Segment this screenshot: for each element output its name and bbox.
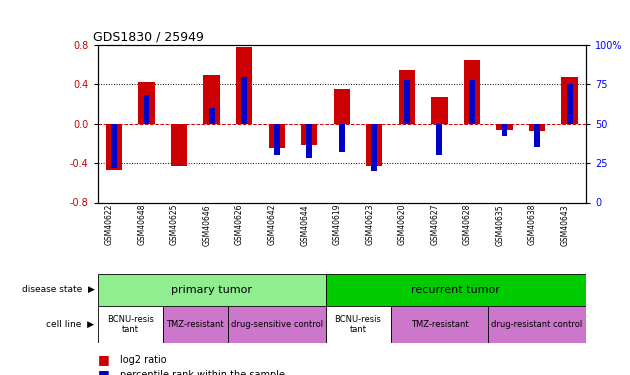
Bar	[366, 124, 382, 166]
Text: BCNU-resis
tant: BCNU-resis tant	[335, 315, 382, 334]
Text: TMZ-resistant: TMZ-resistant	[166, 320, 224, 329]
Bar	[561, 76, 578, 124]
Bar	[274, 124, 280, 155]
Text: GDS1830 / 25949: GDS1830 / 25949	[93, 31, 203, 44]
Text: TMZ-resistant: TMZ-resistant	[411, 320, 468, 329]
Bar	[236, 47, 252, 124]
Text: primary tumor: primary tumor	[171, 285, 252, 295]
Bar	[144, 95, 149, 124]
Bar	[404, 80, 410, 124]
Bar	[432, 97, 447, 124]
Bar	[98, 274, 326, 306]
Bar	[334, 89, 350, 124]
Bar	[567, 84, 573, 124]
Text: disease state  ▶: disease state ▶	[21, 285, 94, 294]
Text: percentile rank within the sample: percentile rank within the sample	[120, 370, 285, 375]
Bar	[163, 306, 228, 343]
Text: log2 ratio: log2 ratio	[120, 355, 166, 365]
Bar	[301, 124, 318, 146]
Bar	[496, 124, 513, 130]
Text: BCNU-resis
tant: BCNU-resis tant	[106, 315, 154, 334]
Text: recurrent tumor: recurrent tumor	[411, 285, 500, 295]
Text: ■: ■	[98, 354, 110, 366]
Bar	[529, 124, 545, 130]
Bar	[437, 124, 442, 155]
Bar	[209, 108, 214, 124]
Bar	[372, 124, 377, 171]
Text: ■: ■	[98, 369, 110, 375]
Bar	[501, 124, 507, 136]
Bar	[268, 124, 285, 148]
Bar	[203, 75, 220, 124]
Bar	[399, 70, 415, 124]
Bar	[111, 124, 117, 168]
Text: cell line  ▶: cell line ▶	[47, 320, 94, 329]
Bar	[339, 124, 345, 152]
Bar	[98, 306, 163, 343]
Bar	[326, 306, 391, 343]
Bar	[139, 82, 154, 124]
Text: drug-resistant control: drug-resistant control	[491, 320, 583, 329]
Bar	[464, 60, 480, 124]
Bar	[488, 306, 586, 343]
Bar	[306, 124, 312, 158]
Bar	[106, 124, 122, 170]
Bar	[391, 306, 488, 343]
Bar	[534, 124, 540, 147]
Bar	[469, 80, 475, 124]
Bar	[228, 306, 326, 343]
Bar	[171, 124, 187, 166]
Bar	[241, 76, 247, 124]
Text: drug-sensitive control: drug-sensitive control	[231, 320, 323, 329]
Bar	[326, 274, 586, 306]
